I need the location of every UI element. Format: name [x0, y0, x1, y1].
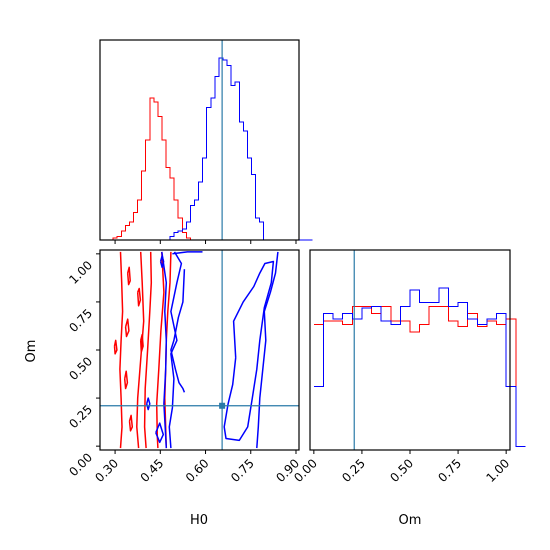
om-y-tick-label: 0.25 — [66, 402, 95, 431]
h0-hist-series-1 — [109, 97, 313, 241]
contour-line-1-12 — [128, 414, 134, 432]
x-axis-label-h0: H0 — [190, 513, 208, 528]
om-histogram-panel: 0.00 0.25 0.50 0.75 1.00 — [291, 249, 526, 485]
contour-line-2-9 — [155, 422, 165, 444]
h0-x-tick-label: 0.45 — [138, 456, 167, 485]
h0-x-tick-label: 0.60 — [183, 456, 212, 485]
om-y-tick-label: 0.50 — [66, 354, 95, 383]
contour-line-1-2 — [136, 251, 145, 449]
contour-line-1-3 — [143, 251, 153, 449]
contour-line-1-10 — [113, 339, 118, 355]
om-hist-series-2 — [313, 287, 526, 447]
contour-line-2-8 — [159, 255, 165, 269]
contour-line-2-1 — [161, 251, 168, 449]
contour-line-1-8 — [124, 318, 130, 338]
contour-line-2-6 — [223, 260, 275, 442]
contour-line-2-2 — [168, 251, 183, 449]
y-axis-label-om: Om — [24, 340, 39, 363]
contour-line-2-5 — [256, 251, 279, 449]
h0-histogram-panel — [99, 39, 313, 244]
contour-line-1-9 — [139, 333, 144, 353]
contour-line-2-4 — [170, 269, 186, 393]
contour-line-1-7 — [136, 287, 142, 307]
contour-line-1-6 — [126, 266, 131, 286]
om-y-tick-label: 0.00 — [66, 450, 95, 479]
h0-hist-frame — [99, 39, 300, 241]
contour-line-1-1 — [119, 251, 124, 449]
contour-line-1-11 — [123, 370, 129, 390]
contour-line-2-7 — [145, 397, 151, 411]
om-x-tick-label: 0.25 — [339, 456, 368, 485]
om-hist-frame — [309, 249, 511, 451]
h0-hist-series-2 — [109, 57, 313, 241]
om-x-tick-label: 0.50 — [387, 456, 416, 485]
contour-line-1-4 — [155, 251, 165, 449]
om-y-tick-label: 0.75 — [66, 306, 95, 335]
om-x-tick-label: 1.00 — [483, 456, 512, 485]
om-y-tick-label: 1.00 — [66, 258, 95, 287]
x-axis-label-om: Om — [399, 513, 422, 528]
h0-x-tick-label: 0.75 — [228, 456, 257, 485]
om-x-tick-label: 0.75 — [435, 456, 464, 485]
truth-marker — [219, 402, 226, 409]
h0-om-contour-panel: 0.30 0.45 0.60 0.75 0.900.000.250.500.751.00 — [66, 249, 302, 485]
om-hist-series-1 — [313, 305, 526, 447]
contour-line-2-3 — [172, 251, 203, 255]
h0-x-tick-label: 0.30 — [92, 456, 121, 485]
